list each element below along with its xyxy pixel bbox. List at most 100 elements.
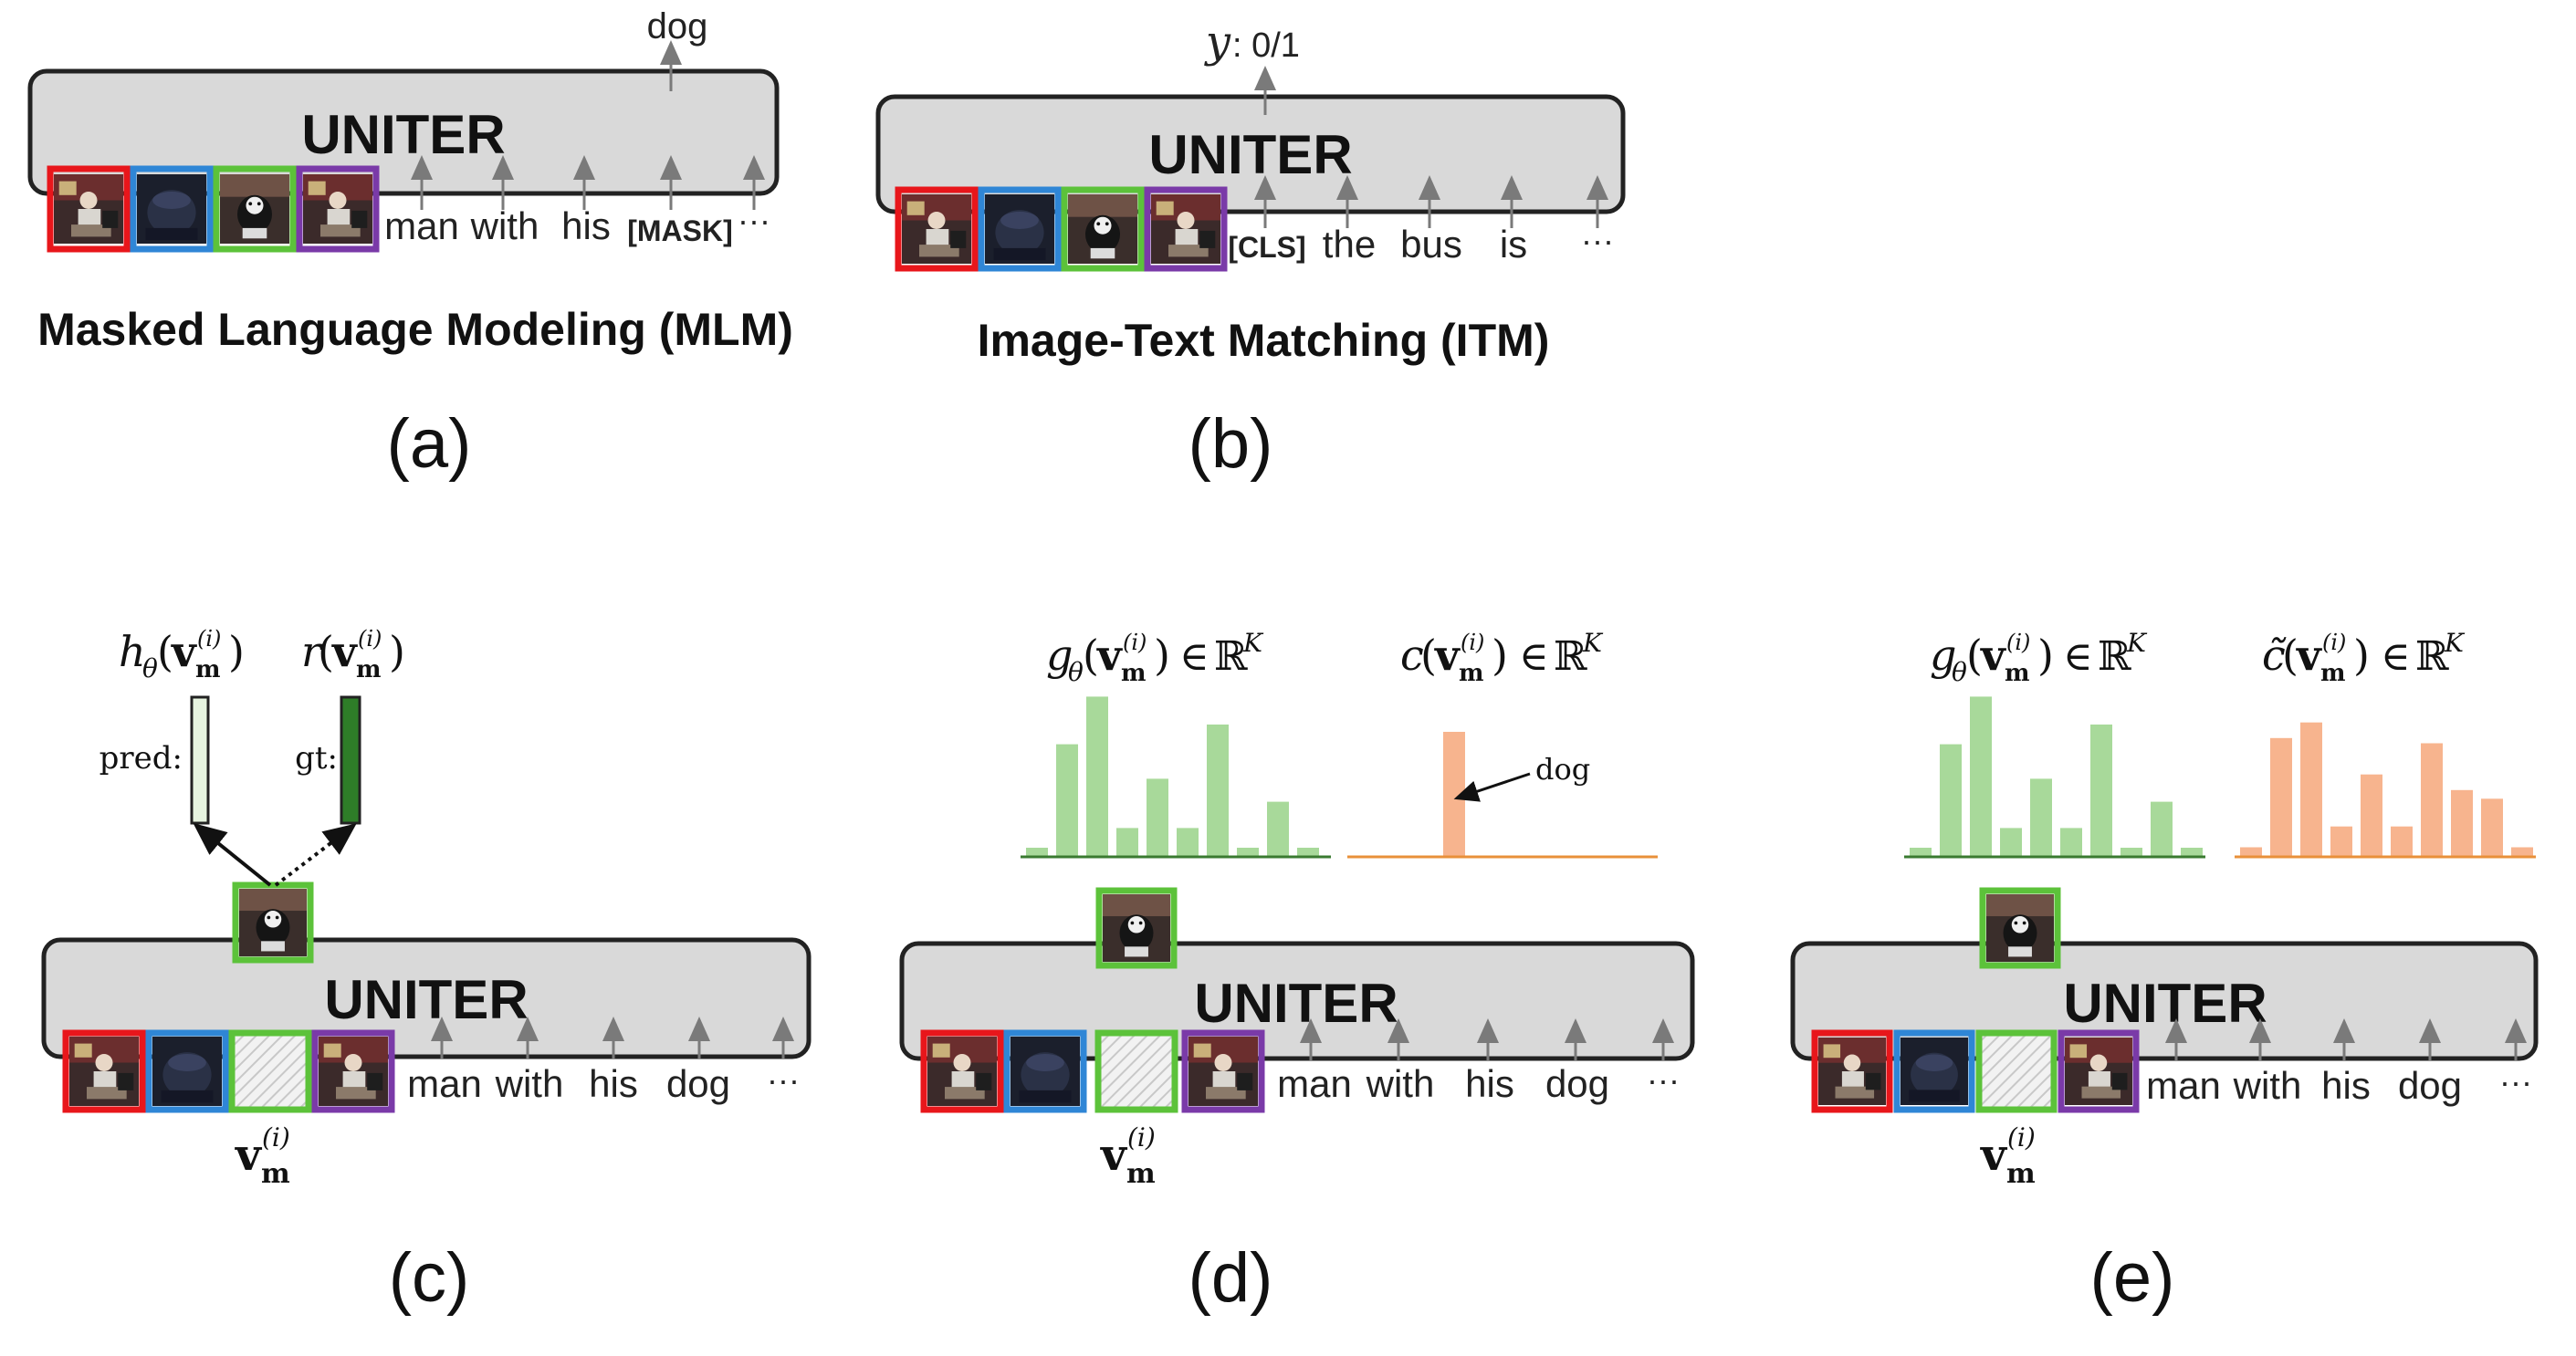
pred-formula: g θ ( v m (i) ) ∈ ℝ K [1930, 628, 2148, 687]
svg-text:K: K [2126, 628, 2148, 658]
svg-text:(i): (i) [2006, 630, 2030, 655]
histogram-bar [2481, 798, 2503, 856]
svg-text:v: v [1980, 631, 2006, 680]
svg-text:c̃: c̃ [2262, 631, 2287, 680]
svg-text:c: c [1400, 631, 1424, 680]
histogram-bar [2391, 826, 2413, 856]
region-1 [47, 165, 131, 253]
mask-token: [MASK] [627, 214, 733, 247]
token: his [561, 204, 611, 247]
panel-label: (e) [2090, 1239, 2175, 1317]
svg-text:m: m [2320, 660, 2346, 687]
panel-d: UNITER man with his dog ··· v [899, 628, 1695, 1317]
pred-arrow [193, 822, 272, 887]
svg-text:v: v [1096, 631, 1123, 680]
svg-text:(i): (i) [2007, 1122, 2036, 1153]
target-formula: c ( v m (i) ) ∈ ℝ K [1400, 628, 1604, 687]
token-arrows [2165, 1018, 2527, 1060]
region-2 [130, 165, 214, 253]
region-thumbnails [920, 1029, 1265, 1113]
svg-text:K: K [1582, 628, 1604, 658]
svg-text:(i): (i) [358, 626, 382, 652]
svg-text:(: ( [1083, 631, 1099, 680]
svg-text:(i): (i) [1127, 1122, 1156, 1153]
histogram-bar [2451, 789, 2473, 856]
token: man [384, 204, 459, 247]
token: ··· [2499, 1063, 2532, 1100]
region-2 [145, 1029, 229, 1113]
panel-label: (b) [1189, 405, 1273, 483]
pred-formula: h θ ( v m (i) ) [119, 626, 245, 683]
histogram-bar [2240, 847, 2262, 856]
svg-text:K: K [2444, 628, 2466, 658]
uniter-label: UNITER [324, 969, 528, 1030]
histogram-bar [2090, 725, 2112, 856]
histogram-bar [2000, 828, 2022, 856]
region-4 [1144, 186, 1228, 272]
token: bus [1400, 223, 1462, 266]
output-word: dog [647, 6, 708, 47]
svg-text:v: v [235, 1130, 263, 1181]
token: ··· [1581, 222, 1614, 259]
svg-text:): ) [1154, 631, 1170, 680]
svg-text:(: ( [157, 627, 173, 676]
svg-text:(i): (i) [197, 626, 221, 652]
region-1 [920, 1029, 1004, 1113]
svg-text:(i): (i) [2322, 630, 2346, 655]
svg-text:): ) [2037, 631, 2054, 680]
region-thumbnails [1811, 1029, 2140, 1113]
histogram-bar [1026, 848, 1048, 856]
region-2 [1003, 1029, 1087, 1113]
token: with [495, 1062, 564, 1105]
token: dog [666, 1062, 730, 1105]
histogram-bar [1297, 848, 1319, 856]
token-arrows [411, 40, 765, 210]
token: the [1323, 223, 1376, 266]
histogram-bar [1177, 828, 1199, 856]
panel-label: (a) [387, 405, 472, 483]
task-caption: Image-Text Matching (ITM) [978, 315, 1550, 366]
token: his [589, 1062, 638, 1105]
token: man [407, 1062, 482, 1105]
svg-text:ℝ: ℝ [1554, 633, 1587, 680]
svg-text:(: ( [1966, 631, 1983, 680]
panel-a: UNITER man with his [MASK] ··· dog [27, 6, 793, 483]
token: with [2233, 1064, 2302, 1107]
svg-text:h: h [119, 627, 146, 676]
histogram-bar [2030, 778, 2052, 856]
pred-distribution [1904, 696, 2205, 859]
panel-c: UNITER man with his dog ··· [41, 626, 812, 1317]
panel-label: (d) [1189, 1239, 1273, 1317]
svg-text:g: g [1046, 631, 1073, 680]
histogram-bar [1116, 828, 1138, 856]
region-1 [895, 186, 979, 272]
panel-e: UNITER man with his dog ··· v [1790, 628, 2539, 1317]
token: his [1465, 1062, 1514, 1105]
region-thumbnails [895, 186, 1228, 272]
token: with [470, 204, 539, 247]
histogram-bar [2361, 774, 2382, 856]
token: dog [2398, 1064, 2462, 1107]
token: his [2321, 1064, 2371, 1107]
svg-text:v: v [1980, 1130, 2008, 1181]
svg-text:m: m [195, 656, 221, 683]
pred-distribution [1021, 696, 1331, 859]
tokens: man with his dog ··· [1277, 1061, 1680, 1105]
svg-text:m: m [2006, 1158, 2036, 1190]
uniter-label: UNITER [301, 104, 505, 165]
histogram-bar [2270, 737, 2292, 856]
predicted-region [1979, 887, 2061, 969]
svg-text:v: v [171, 627, 197, 676]
region-4 [1181, 1029, 1265, 1113]
masked-region-label: v m (i) [1980, 1122, 2036, 1190]
svg-text:∈: ∈ [2063, 633, 2093, 680]
histogram-bar [2300, 722, 2322, 856]
dog-annotation: dog [1535, 752, 1590, 787]
token: dog [1545, 1062, 1609, 1105]
pred-vector [190, 695, 210, 825]
region-2 [978, 186, 1062, 272]
histogram-bar [1237, 848, 1259, 856]
masked-region [1094, 1029, 1178, 1113]
cls-token: [CLS] [1228, 231, 1305, 264]
svg-text:r: r [301, 627, 324, 676]
